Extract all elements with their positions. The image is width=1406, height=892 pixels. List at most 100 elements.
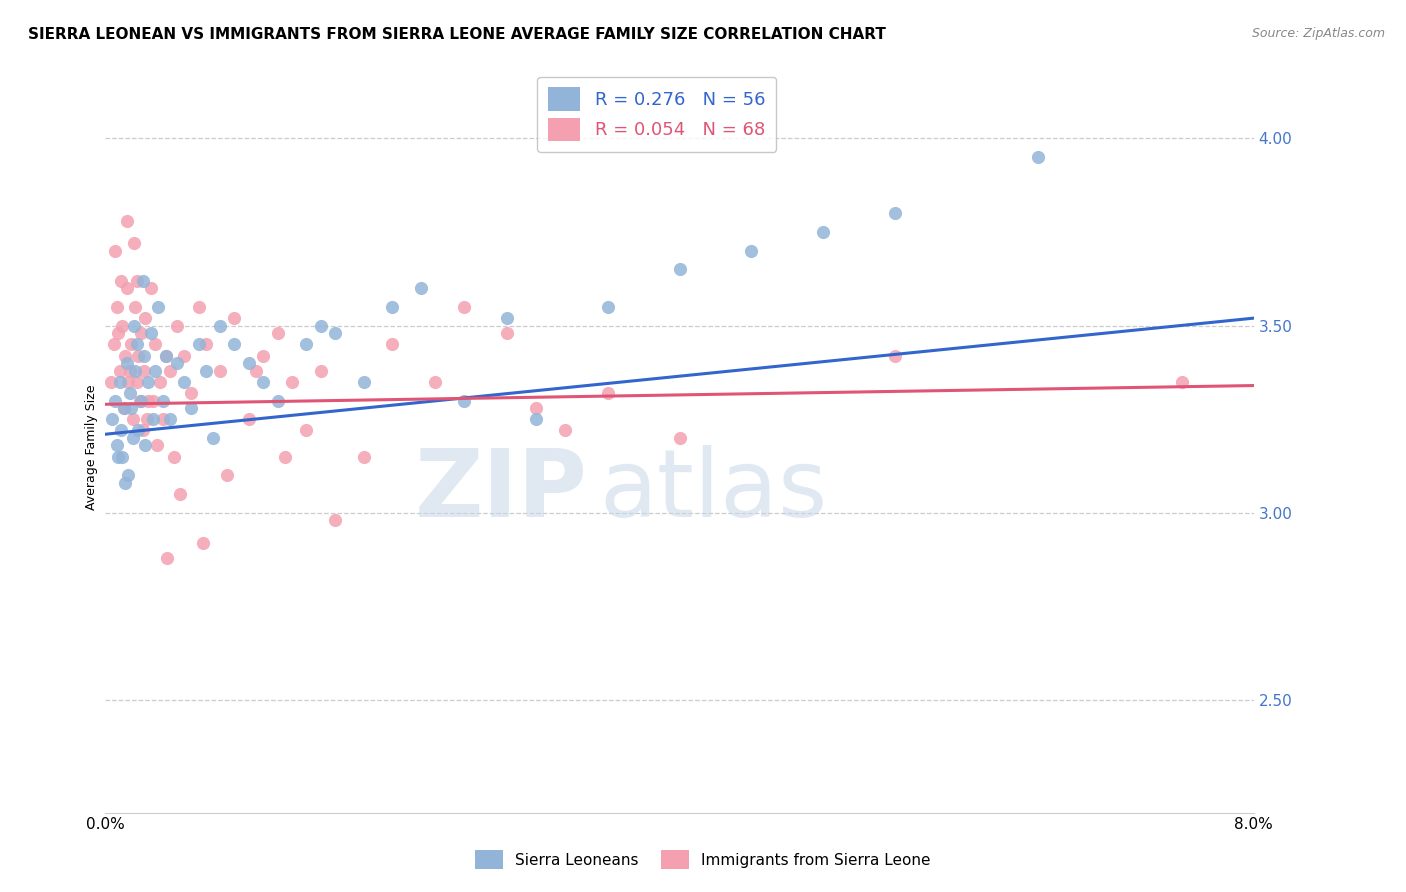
Point xyxy=(145,363,167,377)
Point xyxy=(245,363,267,377)
Point xyxy=(118,363,141,377)
Point xyxy=(100,375,122,389)
Point xyxy=(252,375,274,389)
Point xyxy=(132,349,155,363)
Point xyxy=(173,349,195,363)
Legend: Sierra Leoneans, Immigrants from Sierra Leone: Sierra Leoneans, Immigrants from Sierra … xyxy=(470,844,936,875)
Point xyxy=(112,401,135,415)
Point xyxy=(187,300,209,314)
Point xyxy=(142,412,165,426)
Point xyxy=(209,318,232,333)
Point xyxy=(117,468,139,483)
Point xyxy=(127,424,149,438)
Point xyxy=(554,424,576,438)
Point xyxy=(117,375,139,389)
Point xyxy=(353,375,375,389)
Point xyxy=(191,536,214,550)
Point xyxy=(668,262,690,277)
Point xyxy=(425,375,447,389)
Point xyxy=(141,326,163,340)
Point xyxy=(125,375,148,389)
Point xyxy=(115,281,138,295)
Point xyxy=(224,311,246,326)
Point xyxy=(353,450,375,464)
Point xyxy=(107,326,129,340)
Point xyxy=(155,349,177,363)
Point xyxy=(496,311,519,326)
Point xyxy=(134,311,156,326)
Point xyxy=(596,300,619,314)
Text: Source: ZipAtlas.com: Source: ZipAtlas.com xyxy=(1251,27,1385,40)
Point xyxy=(524,412,547,426)
Point xyxy=(1171,375,1194,389)
Y-axis label: Average Family Size: Average Family Size xyxy=(86,384,98,510)
Point xyxy=(152,393,174,408)
Point xyxy=(114,475,136,490)
Point xyxy=(149,375,172,389)
Point xyxy=(166,318,188,333)
Point xyxy=(145,337,167,351)
Point xyxy=(740,244,762,258)
Point xyxy=(127,349,149,363)
Point xyxy=(309,318,332,333)
Point xyxy=(112,401,135,415)
Point xyxy=(107,450,129,464)
Point xyxy=(146,438,169,452)
Point xyxy=(103,337,125,351)
Point xyxy=(224,337,246,351)
Point xyxy=(129,326,152,340)
Point xyxy=(101,412,124,426)
Point xyxy=(105,438,128,452)
Point xyxy=(217,468,239,483)
Point xyxy=(381,337,404,351)
Point xyxy=(111,318,134,333)
Point xyxy=(131,274,153,288)
Point xyxy=(104,393,127,408)
Point xyxy=(118,386,141,401)
Point xyxy=(128,393,150,408)
Point xyxy=(238,356,260,370)
Text: ZIP: ZIP xyxy=(415,445,588,537)
Point xyxy=(209,363,232,377)
Point xyxy=(108,375,131,389)
Point xyxy=(152,412,174,426)
Point xyxy=(115,356,138,370)
Point xyxy=(201,431,224,445)
Point xyxy=(120,401,142,415)
Point xyxy=(668,431,690,445)
Point xyxy=(295,337,318,351)
Point xyxy=(156,550,179,565)
Point xyxy=(309,363,332,377)
Point xyxy=(238,412,260,426)
Point xyxy=(114,349,136,363)
Point xyxy=(281,375,304,389)
Point xyxy=(524,401,547,415)
Point xyxy=(159,412,181,426)
Point xyxy=(148,300,170,314)
Legend: R = 0.276   N = 56, R = 0.054   N = 68: R = 0.276 N = 56, R = 0.054 N = 68 xyxy=(537,77,776,152)
Point xyxy=(121,431,143,445)
Point xyxy=(104,244,127,258)
Point xyxy=(453,393,475,408)
Point xyxy=(273,450,295,464)
Point xyxy=(323,326,346,340)
Point xyxy=(173,375,195,389)
Point xyxy=(129,393,152,408)
Point xyxy=(120,337,142,351)
Point xyxy=(124,363,146,377)
Point xyxy=(122,318,145,333)
Point xyxy=(124,300,146,314)
Point xyxy=(135,412,157,426)
Point xyxy=(121,412,143,426)
Point xyxy=(131,424,153,438)
Point xyxy=(1028,150,1050,164)
Point xyxy=(252,349,274,363)
Point xyxy=(163,450,186,464)
Point xyxy=(105,300,128,314)
Point xyxy=(180,401,202,415)
Point xyxy=(453,300,475,314)
Point xyxy=(136,375,159,389)
Point xyxy=(169,487,191,501)
Point xyxy=(194,337,217,351)
Point xyxy=(132,363,155,377)
